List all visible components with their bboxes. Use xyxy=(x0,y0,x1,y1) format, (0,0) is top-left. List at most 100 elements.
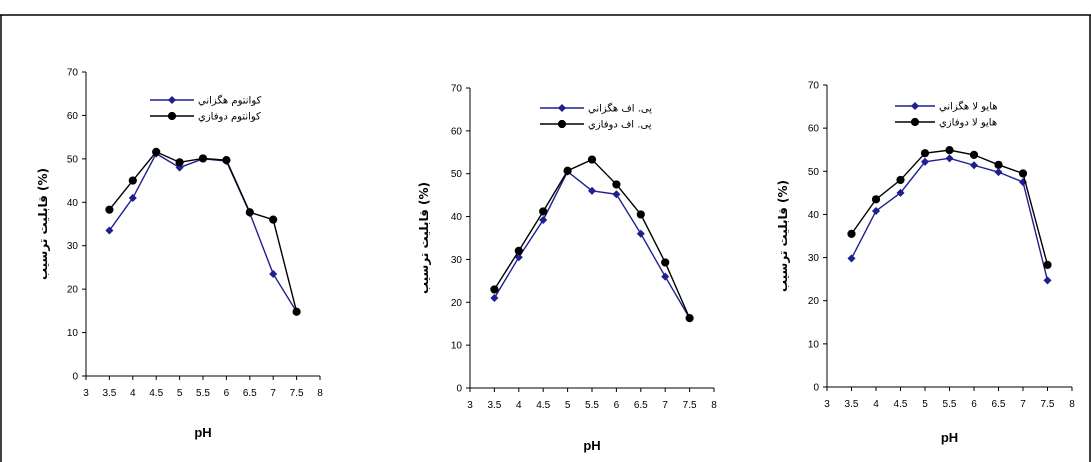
x-axis-label: pH xyxy=(194,425,211,440)
x-tick-label: 3 xyxy=(83,388,89,399)
data-point xyxy=(269,215,278,224)
legend-marker-2 xyxy=(167,111,177,121)
x-tick-label: 3.5 xyxy=(102,388,116,399)
x-tick-label: 7 xyxy=(1020,399,1026,410)
chart-panel-3: 0 10 20 30 40 50 60 70 3 3.5 4 4.5 5 5.5 6 6.5 7 7.5 8 pH قا… xyxy=(776,81,1075,446)
x-tick-label: 3 xyxy=(467,400,473,411)
y-tick-label: 20 xyxy=(451,298,463,309)
series-line-1 xyxy=(108,152,298,313)
data-point xyxy=(587,155,597,164)
data-point xyxy=(612,180,621,189)
data-point xyxy=(636,210,645,219)
y-tick-label: 60 xyxy=(67,111,79,122)
data-point xyxy=(128,193,137,202)
y-tick-label: 10 xyxy=(67,328,79,339)
y-axis-label: قابلیت ترسیب (%) xyxy=(36,168,50,280)
legend-label-1: کوانتوم هگزاني xyxy=(198,95,261,107)
y-tick-label: 60 xyxy=(451,126,463,137)
x-tick-label: 6 xyxy=(971,399,977,410)
y-tick-label: 40 xyxy=(67,198,79,209)
data-point xyxy=(871,195,881,204)
x-tick-label: 5 xyxy=(565,400,571,411)
data-point xyxy=(1043,276,1052,285)
data-point xyxy=(920,157,930,166)
y-tick-label: 30 xyxy=(67,241,79,252)
data-point xyxy=(847,229,856,238)
x-tick-label: 3.5 xyxy=(487,400,501,411)
data-point xyxy=(539,207,548,216)
x-tick-label: 7.5 xyxy=(683,400,697,411)
data-point xyxy=(539,215,548,225)
data-point xyxy=(945,154,954,163)
data-point xyxy=(222,156,231,165)
x-tick-label: 5 xyxy=(177,388,183,399)
x-tick-label: 4.5 xyxy=(149,388,163,399)
y-tick-label: 60 xyxy=(808,124,820,135)
y-axis-label: قابلیت ترسیب (%) xyxy=(417,182,431,294)
y-tick-label: 20 xyxy=(808,296,820,307)
data-point xyxy=(636,229,645,238)
y-tick-label: 50 xyxy=(451,169,463,180)
y-tick-label: 70 xyxy=(451,84,463,95)
x-tick-label: 7.5 xyxy=(1041,399,1055,410)
x-tick-label: 7 xyxy=(662,400,668,411)
x-tick-label: 7 xyxy=(270,388,276,399)
data-point xyxy=(994,160,1003,169)
y-tick-label: 40 xyxy=(808,210,820,221)
data-point xyxy=(175,158,184,167)
x-tick-label: 5.5 xyxy=(585,400,599,411)
x-tick-label: 8 xyxy=(711,400,717,411)
y-tick-label: 40 xyxy=(451,212,463,223)
x-axis-label: pH xyxy=(583,438,600,453)
data-point xyxy=(128,176,137,185)
x-tick-label: 6.5 xyxy=(243,388,257,399)
data-point xyxy=(198,154,208,163)
data-point xyxy=(969,161,979,170)
data-point xyxy=(871,206,881,216)
y-tick-label: 10 xyxy=(451,341,463,352)
x-tick-label: 6 xyxy=(224,388,230,399)
legend-marker-2 xyxy=(910,117,920,127)
data-point xyxy=(245,208,254,217)
data-point xyxy=(105,205,114,214)
series-line-1 xyxy=(850,157,1049,281)
x-tick-label: 3 xyxy=(824,399,830,410)
data-point xyxy=(490,285,499,294)
legend-marker-1 xyxy=(557,103,567,113)
y-tick-label: 70 xyxy=(67,68,79,79)
data-point xyxy=(896,188,905,197)
x-axis-label: pH xyxy=(941,430,958,445)
data-point xyxy=(945,146,954,155)
legend-marker-1 xyxy=(167,95,177,105)
y-tick-label: 0 xyxy=(72,372,78,383)
x-tick-label: 4 xyxy=(130,388,136,399)
x-tick-label: 4.5 xyxy=(894,399,908,410)
y-tick-label: 70 xyxy=(808,81,820,92)
x-tick-label: 3.5 xyxy=(845,399,859,410)
series-line-2 xyxy=(108,151,298,312)
legend-label-1: پی. اف هگزاني xyxy=(588,103,652,115)
data-point xyxy=(269,269,278,278)
data-point xyxy=(563,166,572,175)
x-tick-label: 5.5 xyxy=(943,399,957,410)
data-point xyxy=(920,149,930,158)
data-point xyxy=(587,186,597,195)
legend-marker-2 xyxy=(557,119,567,129)
data-point xyxy=(969,150,979,159)
x-tick-label: 6.5 xyxy=(992,399,1006,410)
x-tick-label: 8 xyxy=(317,388,323,399)
legend-label-2: پی. اف دوفازي xyxy=(588,120,652,131)
x-tick-label: 4 xyxy=(516,400,522,411)
data-point xyxy=(896,175,905,185)
data-point xyxy=(152,147,161,157)
legend-label-1: هايو لا هگزاني xyxy=(939,101,998,113)
x-tick-label: 5.5 xyxy=(196,388,210,399)
data-point xyxy=(994,168,1003,177)
data-point xyxy=(847,254,856,263)
data-point xyxy=(661,272,670,281)
chart-panel-2: 0 10 20 30 40 50 60 70 3 3.5 4 4.5 5 5.5 6 6.5 7 7.5 8 pH قا… xyxy=(417,84,717,454)
data-point xyxy=(490,293,499,303)
data-point xyxy=(661,258,670,267)
x-tick-label: 6 xyxy=(614,400,620,411)
